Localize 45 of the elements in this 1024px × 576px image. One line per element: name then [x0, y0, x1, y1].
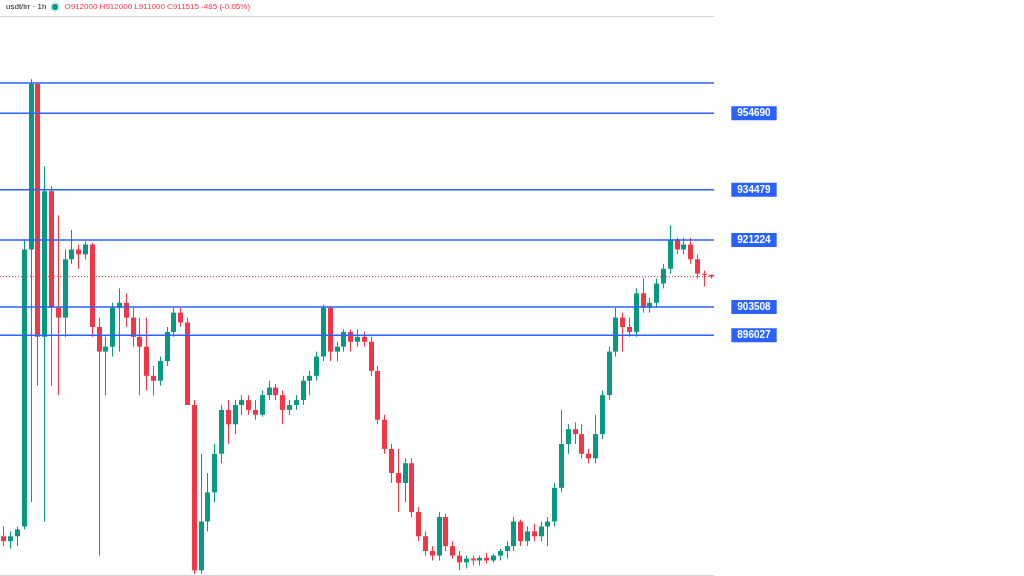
candlestick — [403, 457, 408, 503]
candlestick — [688, 237, 693, 265]
candlestick — [267, 380, 272, 401]
candlestick — [566, 423, 571, 455]
candlestick — [314, 351, 319, 382]
candlestick — [103, 336, 108, 396]
candlestick — [307, 370, 312, 396]
candlestick — [15, 525, 20, 547]
y-tick-label: 934479 — [737, 183, 772, 195]
candlestick — [579, 423, 584, 459]
candlestick — [171, 307, 176, 338]
candlestick — [654, 278, 659, 309]
candlestick — [239, 394, 244, 416]
candlestick — [97, 317, 102, 557]
y-tick-label: 896027 — [737, 329, 772, 340]
candlestick — [76, 244, 81, 270]
y-tick-label: 921224 — [737, 233, 772, 245]
candlestick — [423, 530, 428, 557]
candlestick — [396, 448, 401, 513]
candlestick — [280, 390, 285, 425]
candlestick — [573, 421, 578, 445]
candlestick — [539, 521, 544, 542]
candlestick — [518, 519, 523, 547]
candlestick — [137, 317, 142, 396]
candlestick — [246, 394, 251, 416]
candlestick — [641, 278, 646, 314]
candlestick — [301, 375, 306, 406]
y-tick-label: 903508 — [737, 300, 772, 312]
chart-subtitle: O912000 H912000 L911000 C911515 -485 (-0.05%) — [64, 2, 251, 11]
candlestick — [253, 399, 258, 421]
candlestick — [226, 399, 231, 445]
candlestick — [158, 356, 163, 387]
candlestick — [260, 390, 265, 418]
y-tick-label: 954690 — [737, 107, 772, 119]
candlestick — [335, 341, 340, 362]
chart-title: usdt/irr · 1h — [6, 2, 47, 11]
candlestick — [69, 229, 74, 265]
candlestick — [151, 365, 156, 396]
candlestick — [1, 525, 6, 547]
candlestick — [525, 525, 530, 547]
candlestick — [620, 312, 625, 353]
candlestick — [233, 399, 238, 435]
candlestick — [627, 317, 632, 338]
candlestick — [178, 307, 183, 328]
candlestick — [661, 263, 666, 289]
